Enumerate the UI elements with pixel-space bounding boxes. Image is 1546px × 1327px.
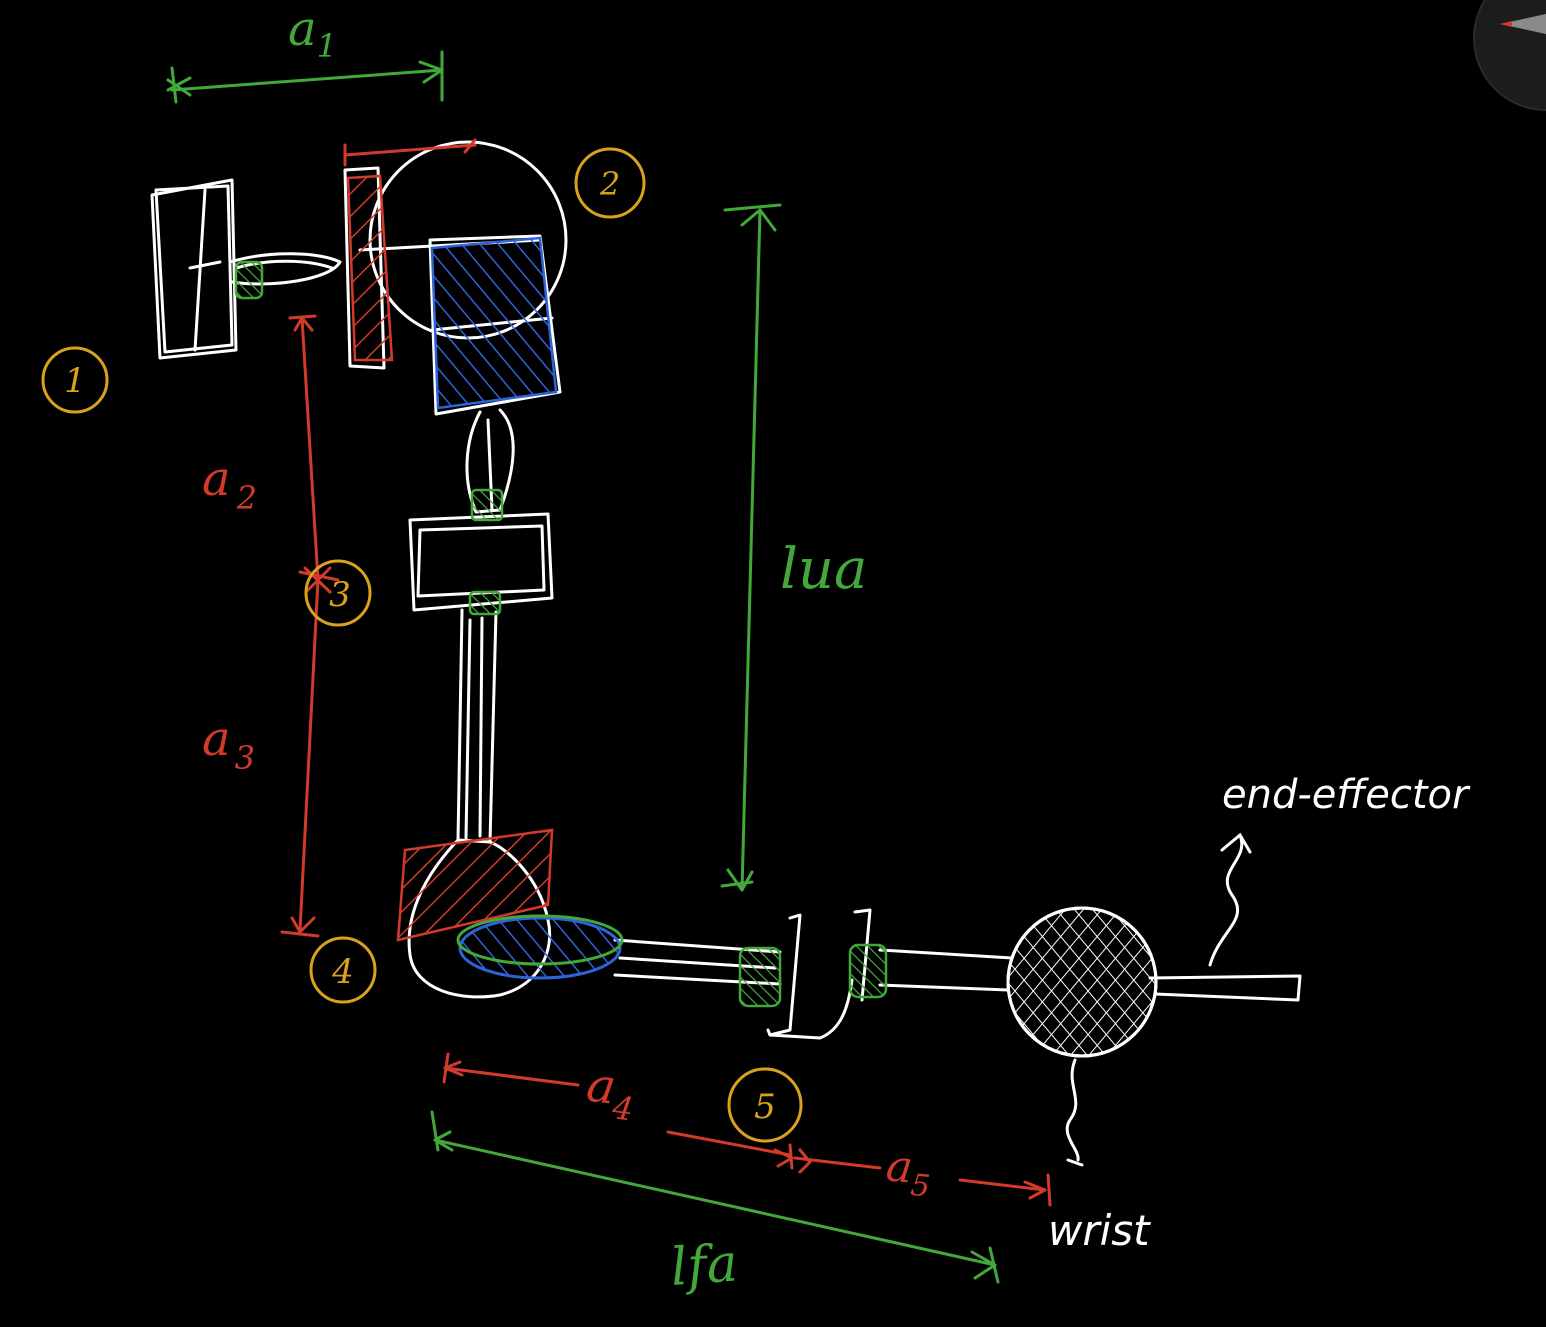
green-mark-upper-2	[468, 590, 502, 616]
green-mark-forearm-1	[738, 946, 782, 1008]
green-mark-forearm-2	[848, 943, 888, 999]
label-wrist: wrist	[1048, 1206, 1151, 1255]
green-mark-elbow	[456, 914, 624, 966]
label-a4: a4	[582, 1056, 640, 1128]
joint-marker-4: 4	[309, 936, 377, 1004]
joint-label-5: 5	[754, 1087, 776, 1127]
dim-a5-line	[793, 1148, 1052, 1207]
label-lua: lua	[780, 537, 867, 602]
joint-marker-3: 3	[304, 559, 372, 627]
joint-label-4: 4	[331, 952, 354, 992]
base-plate	[150, 178, 238, 360]
label-a5: a5	[883, 1140, 934, 1204]
upper-arm-link	[408, 408, 554, 844]
wrist-sphere	[1006, 906, 1158, 1058]
label-a1: a1	[288, 1, 337, 65]
green-mark-base	[234, 260, 264, 300]
blue-hatching	[430, 236, 622, 980]
dim-lua-line	[720, 203, 782, 892]
dim-a2-a3-line	[280, 314, 340, 938]
label-lfa: lfa	[669, 1233, 740, 1298]
shoulder-red-hatch	[346, 174, 394, 362]
arm-structure	[150, 140, 1302, 1058]
joint-label-2: 2	[599, 165, 620, 203]
dim-lfa-line	[430, 1110, 1000, 1284]
dim-a1-line	[166, 50, 444, 104]
shoulder-blue-hatch	[430, 236, 558, 410]
joint-markers: 1 2 3 4 5	[41, 147, 803, 1143]
joint-marker-1: 1	[41, 346, 109, 414]
end-effector-pointer	[1208, 832, 1252, 967]
wrist-pointer	[1065, 1058, 1084, 1167]
pen-tool-icon[interactable]	[1473, 0, 1546, 111]
joint-marker-5: 5	[727, 1067, 803, 1143]
dimension-lines	[166, 50, 1052, 1284]
joint-label-1: 1	[64, 361, 86, 401]
elbow-red-hatch	[396, 828, 554, 942]
dim-a4-line	[442, 1052, 794, 1170]
elbow-blue-hatch	[458, 916, 622, 980]
green-joint-marks	[234, 260, 888, 1008]
label-end-effector: end-effector	[1222, 772, 1471, 818]
end-effector-link	[1148, 974, 1302, 1002]
forearm-link	[613, 908, 1014, 1040]
annotation-pointers	[1065, 832, 1252, 1167]
joint-marker-2: 2	[574, 147, 646, 219]
shoulder-red-arrow	[343, 138, 477, 167]
joint-label-3: 3	[329, 575, 351, 615]
red-hatching	[343, 138, 554, 942]
green-mark-upper-1	[470, 488, 504, 522]
